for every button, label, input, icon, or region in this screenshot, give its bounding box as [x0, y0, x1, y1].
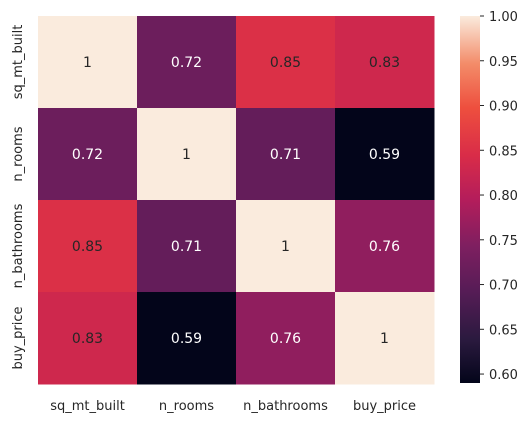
colorbar-ticks: 0.60 0.65 0.70 0.75 0.80 0.85 0.90 0.95 1.00	[480, 10, 518, 383]
cell-annotations: 1 0.72 0.85 0.83 0.72 1 0.71 0.59 0.85 0.71 1 0.76 0…	[72, 55, 400, 347]
cell-annotation: 0.72	[72, 147, 103, 163]
heatmap-cell	[236, 200, 336, 293]
cell-annotation: 0.59	[369, 147, 400, 163]
cell-annotation: 0.76	[369, 239, 400, 255]
heatmap-cell	[137, 108, 237, 201]
heatmap-cell	[137, 16, 237, 109]
colorbar-tick-label: 0.95	[489, 55, 518, 70]
cell-annotation: 1	[380, 331, 389, 347]
heatmap-cell	[137, 292, 237, 385]
cell-annotation: 0.76	[270, 331, 301, 347]
cell-annotation: 0.72	[171, 55, 202, 71]
cell-annotation: 0.83	[369, 55, 400, 71]
x-tick-labels: sq_mt_built n_rooms n_bathrooms buy_price	[50, 399, 416, 414]
x-tick-label: n_bathrooms	[243, 399, 328, 414]
colorbar-tick-label: 0.70	[489, 279, 518, 294]
cell-annotation: 0.85	[72, 239, 103, 255]
y-tick-label: n_rooms	[11, 126, 26, 181]
cell-annotation: 0.85	[270, 55, 301, 71]
heatmap-cell	[335, 108, 435, 201]
cell-annotation: 0.71	[270, 147, 301, 163]
x-tick-label: sq_mt_built	[50, 399, 125, 414]
heatmap-cell	[38, 200, 138, 293]
heatmap-cell	[335, 16, 435, 109]
heatmap-cell	[137, 200, 237, 293]
y-tick-label: buy_price	[11, 306, 26, 369]
y-tick-label: sq_mt_built	[11, 25, 26, 100]
x-tick-label: n_rooms	[159, 399, 214, 414]
colorbar-tick-label: 1.00	[489, 10, 518, 25]
cell-annotation: 0.71	[171, 239, 202, 255]
colorbar-tick-label: 0.80	[489, 189, 518, 204]
heatmap-cell	[335, 200, 435, 293]
heatmap-cell	[38, 292, 138, 385]
heatmap-cells	[38, 16, 435, 385]
colorbar-tick-label: 0.75	[489, 234, 518, 249]
cell-annotation: 1	[281, 239, 290, 255]
cell-annotation: 0.59	[171, 331, 202, 347]
colorbar-tick-label: 0.90	[489, 100, 518, 115]
y-tick-labels: sq_mt_built n_rooms n_bathrooms buy_price	[11, 25, 26, 370]
x-tick-label: buy_price	[353, 399, 416, 414]
cell-annotation: 0.83	[72, 331, 103, 347]
heatmap-cell	[236, 108, 336, 201]
colorbar-tick-label: 0.60	[489, 368, 518, 383]
heatmap-cell	[236, 292, 336, 385]
heatmap-cell	[335, 292, 435, 385]
y-tick-label: n_bathrooms	[11, 203, 26, 288]
colorbar-tick-label: 0.85	[489, 144, 518, 159]
colorbar	[460, 16, 480, 383]
colorbar-tick-label: 0.65	[489, 323, 518, 338]
heatmap-cell	[38, 16, 138, 109]
heatmap-cell	[236, 16, 336, 109]
cell-annotation: 1	[83, 55, 92, 71]
cell-annotation: 1	[182, 147, 191, 163]
heatmap-cell	[38, 108, 138, 201]
